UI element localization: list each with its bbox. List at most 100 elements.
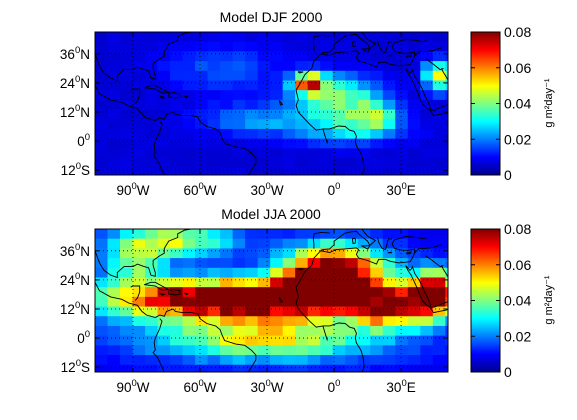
heatmap-cell <box>357 119 371 130</box>
heatmap-cell <box>232 51 246 62</box>
heatmap-cell <box>107 32 121 43</box>
heatmap-cell <box>207 51 221 62</box>
heatmap-cell <box>407 355 421 366</box>
heatmap-cell <box>245 158 259 169</box>
heatmap-cell <box>357 306 371 317</box>
heatmap-cell <box>445 355 448 366</box>
heatmap-cell <box>332 70 346 82</box>
heatmap-cell <box>370 287 384 298</box>
heatmap-cell <box>207 90 221 101</box>
heatmap-cell <box>295 32 309 43</box>
heatmap-cell <box>170 32 184 43</box>
heatmap-cell <box>420 90 434 101</box>
heatmap-cell <box>232 158 246 169</box>
colorbar-gradient <box>470 31 501 176</box>
heatmap-cell <box>107 267 121 279</box>
heatmap-cell <box>157 90 171 101</box>
heatmap-cell <box>107 355 121 366</box>
heatmap-cell <box>170 138 184 149</box>
heatmap-cell <box>357 335 371 346</box>
heatmap-cell <box>320 258 334 269</box>
heatmap-cell <box>182 229 196 240</box>
heatmap-cell <box>407 109 421 120</box>
heatmap-cell <box>257 306 271 317</box>
coastlines <box>95 32 448 175</box>
x-tick-label: 00 <box>328 181 341 198</box>
heatmap-cell <box>307 148 321 159</box>
heatmap-cell <box>145 229 159 240</box>
heatmap-cell <box>395 99 409 111</box>
heatmap-cell <box>220 158 234 169</box>
heatmap-cell <box>345 277 359 288</box>
heatmap-cell <box>282 316 296 327</box>
heatmap-cell <box>282 345 296 356</box>
heatmap-cell <box>332 229 346 240</box>
heatmap-cell <box>407 335 421 346</box>
heatmap-cell <box>157 364 171 372</box>
heatmap-cell <box>357 355 371 366</box>
heatmap-cell <box>295 51 309 62</box>
heatmap-cell <box>295 258 309 269</box>
heatmap-cell <box>270 119 284 130</box>
heatmap-cell <box>207 316 221 327</box>
heatmap-cell <box>382 167 396 175</box>
heatmap-cell <box>182 325 196 337</box>
heatmap-cell <box>270 335 284 346</box>
heatmap-cell <box>445 128 448 140</box>
heatmap-cell <box>420 345 434 356</box>
heatmap-cell <box>132 158 146 169</box>
heatmap-cell <box>332 138 346 149</box>
heatmap-cell <box>270 364 284 372</box>
heatmap-cell <box>382 296 396 308</box>
heatmap-cell <box>432 316 446 327</box>
heatmap-cell <box>407 148 421 159</box>
coastline <box>278 100 284 106</box>
heatmap-cell <box>445 80 448 91</box>
colorbar-tick-label: 0 <box>504 167 512 183</box>
heatmap-cell <box>432 258 446 269</box>
heatmap-cell <box>182 167 196 175</box>
heatmap-cell <box>107 158 121 169</box>
heatmap-cell <box>320 119 334 130</box>
heatmap-cell <box>120 90 134 101</box>
heatmap-cell <box>95 51 109 62</box>
heatmap-cell <box>232 296 246 308</box>
x-tick-label: 900W <box>116 378 149 395</box>
coastline <box>414 244 442 254</box>
heatmap-cell <box>445 61 448 72</box>
heatmap-cell <box>107 306 121 317</box>
heatmap-cell <box>145 148 159 159</box>
heatmap-cell <box>132 335 146 346</box>
heatmap-cell <box>345 51 359 62</box>
colorbar-gradient <box>470 228 501 373</box>
heatmap-cell <box>270 128 284 140</box>
heatmap-cell <box>157 80 171 91</box>
heatmap-cell <box>232 316 246 327</box>
heatmap-cell <box>370 325 384 337</box>
heatmap-cell <box>345 325 359 337</box>
heatmap-cell <box>357 248 371 259</box>
heatmap-cell <box>332 167 346 175</box>
heatmap-cell <box>245 41 259 52</box>
coastline <box>312 231 330 249</box>
heatmap-cell <box>320 296 334 308</box>
heatmap-cell <box>182 258 196 269</box>
heatmap-cell <box>307 61 321 72</box>
heatmap-cell <box>207 296 221 308</box>
heatmap-cell <box>370 355 384 366</box>
heatmap-cell <box>120 287 134 298</box>
heatmap-cell <box>207 335 221 346</box>
heatmap-cell <box>307 138 321 149</box>
heatmap-cell <box>420 364 434 372</box>
heatmap-cell <box>220 61 234 72</box>
heatmap-cell <box>432 277 446 288</box>
heatmap-cell <box>382 32 396 43</box>
heatmap-cell <box>220 296 234 308</box>
heatmap-cell <box>107 119 121 130</box>
heatmap-cell <box>232 80 246 91</box>
heatmap-cell <box>95 306 109 317</box>
heatmap-cell <box>432 287 446 298</box>
heatmap-cell <box>182 296 196 308</box>
heatmap-cell <box>370 90 384 101</box>
heatmap-cell <box>382 148 396 159</box>
